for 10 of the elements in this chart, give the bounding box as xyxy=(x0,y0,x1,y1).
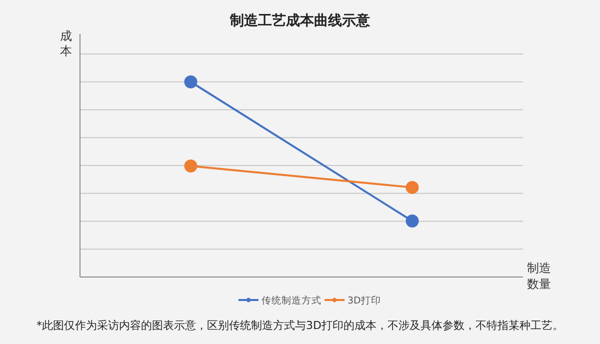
point xyxy=(406,214,419,228)
legend-label: 3D打印 xyxy=(348,294,381,306)
legend-label: 传统制造方式 xyxy=(262,294,322,306)
x-axis-title: 制造数量 xyxy=(527,261,551,291)
point xyxy=(406,180,419,194)
text: *此图仅作为采访内容的图表示意，区别传统制造方式与3D打印的成本，不涉及具体参数，不特指某种工艺。 xyxy=(36,319,564,332)
point xyxy=(184,75,198,88)
y-axis-title: 成本 xyxy=(60,29,72,58)
chart-title: 制造工艺成本曲线示意 xyxy=(229,12,371,29)
point xyxy=(184,159,198,172)
